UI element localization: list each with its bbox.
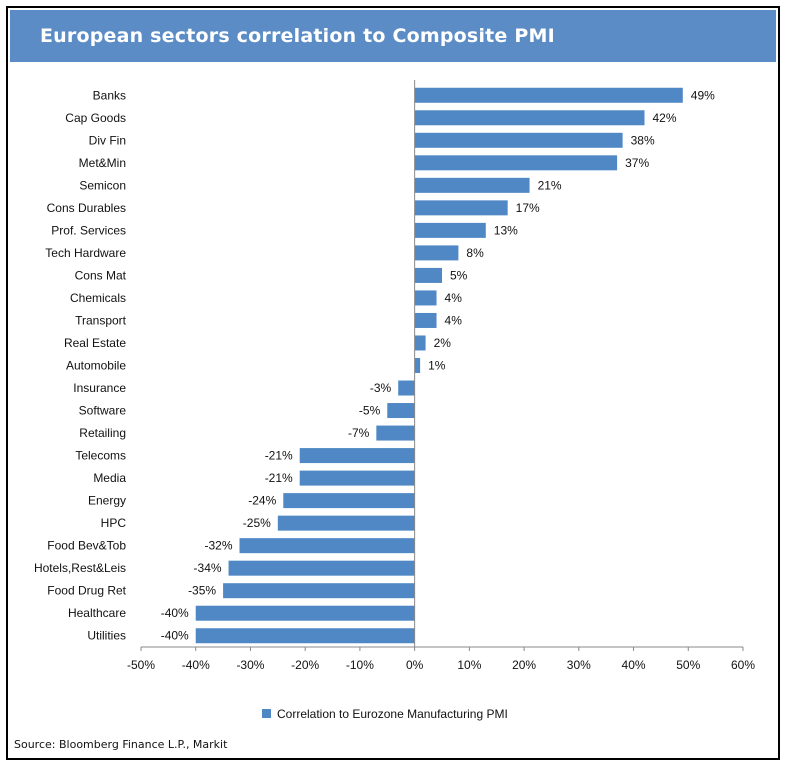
- bar: [414, 132, 623, 148]
- x-tick-label: 20%: [512, 658, 536, 672]
- data-label: -40%: [161, 606, 189, 620]
- bar: [195, 628, 415, 644]
- data-label: 21%: [538, 178, 562, 192]
- category-label: Real Estate: [64, 336, 126, 350]
- category-label: Cap Goods: [65, 111, 126, 125]
- category-label: Media: [93, 471, 126, 485]
- data-label: -34%: [194, 561, 222, 575]
- category-label: Food Bev&Tob: [47, 539, 126, 553]
- category-label: Cons Mat: [75, 268, 127, 282]
- x-tick-label: -10%: [346, 658, 374, 672]
- data-label: -3%: [370, 381, 392, 395]
- bar: [195, 605, 415, 621]
- x-tick-label: 60%: [731, 658, 755, 672]
- bar: [239, 538, 415, 554]
- category-label: Transport: [75, 313, 127, 327]
- data-label: -21%: [265, 449, 293, 463]
- title-bar: European sectors correlation to Composit…: [10, 10, 776, 62]
- bar: [414, 312, 437, 328]
- data-label: -5%: [359, 404, 381, 418]
- data-label: 4%: [445, 291, 463, 305]
- category-label: Met&Min: [79, 156, 126, 170]
- x-tick-label: 40%: [622, 658, 646, 672]
- data-label: 4%: [445, 313, 463, 327]
- data-label: 2%: [434, 336, 452, 350]
- bar: [414, 290, 437, 306]
- data-label: -40%: [161, 629, 189, 643]
- bar: [414, 358, 421, 373]
- category-label: Healthcare: [68, 606, 126, 620]
- bar: [299, 448, 415, 464]
- data-label: 13%: [494, 223, 518, 237]
- category-label: Retailing: [79, 426, 126, 440]
- data-label: 38%: [631, 133, 655, 147]
- data-label: -7%: [348, 426, 370, 440]
- x-tick-label: -50%: [127, 658, 155, 672]
- category-label: Tech Hardware: [45, 246, 126, 260]
- bar: [414, 222, 486, 238]
- data-label: 37%: [625, 156, 649, 170]
- bar: [299, 470, 415, 486]
- x-tick-label: 10%: [457, 658, 481, 672]
- bar: [223, 583, 415, 599]
- x-tick-label: -30%: [236, 658, 264, 672]
- data-label: -21%: [265, 471, 293, 485]
- data-label: 8%: [466, 246, 484, 260]
- data-label: 1%: [428, 359, 446, 373]
- bar: [414, 335, 426, 351]
- bar: [387, 403, 415, 419]
- category-label: Utilities: [87, 629, 126, 643]
- category-label: Telecoms: [75, 449, 126, 463]
- legend-swatch: [262, 709, 271, 718]
- category-label: Chemicals: [70, 291, 126, 305]
- source-note: Source: Bloomberg Finance L.P., Markit: [14, 738, 228, 751]
- category-label: Insurance: [73, 381, 126, 395]
- category-label: Energy: [88, 494, 126, 508]
- legend-label: Correlation to Eurozone Manufacturing PM…: [277, 707, 508, 721]
- bar: [228, 560, 415, 576]
- data-label: -32%: [204, 539, 232, 553]
- category-label: HPC: [101, 516, 127, 530]
- data-label: -24%: [248, 494, 276, 508]
- x-tick-label: 0%: [406, 658, 424, 672]
- bar: [414, 155, 618, 171]
- bar: [283, 493, 415, 509]
- bar: [414, 110, 645, 126]
- bar: [414, 267, 442, 283]
- x-tick-label: -20%: [291, 658, 319, 672]
- category-label: Software: [79, 404, 127, 418]
- category-label: Food Drug Ret: [47, 584, 126, 598]
- category-label: Hotels,Rest&Leis: [34, 561, 126, 575]
- category-label: Prof. Services: [51, 223, 126, 237]
- category-label: Banks: [93, 88, 126, 102]
- bar: [398, 380, 415, 396]
- x-tick-label: -40%: [182, 658, 210, 672]
- category-label: Automobile: [66, 359, 126, 373]
- data-label: 5%: [450, 268, 468, 282]
- data-label: 42%: [652, 111, 676, 125]
- bar: [414, 200, 508, 216]
- x-tick-label: 30%: [567, 658, 591, 672]
- data-label: -35%: [188, 584, 216, 598]
- data-label: 17%: [516, 201, 540, 215]
- bar: [414, 87, 683, 103]
- bar: [376, 425, 415, 441]
- bar: [414, 245, 459, 261]
- bar: [277, 515, 415, 531]
- category-label: Semicon: [79, 178, 126, 192]
- bar: [414, 177, 530, 193]
- data-label: 49%: [691, 88, 715, 102]
- chart-title: European sectors correlation to Composit…: [40, 25, 555, 47]
- x-tick-label: 50%: [676, 658, 700, 672]
- data-label: -25%: [243, 516, 271, 530]
- category-label: Div Fin: [89, 133, 126, 147]
- category-label: Cons Durables: [47, 201, 126, 215]
